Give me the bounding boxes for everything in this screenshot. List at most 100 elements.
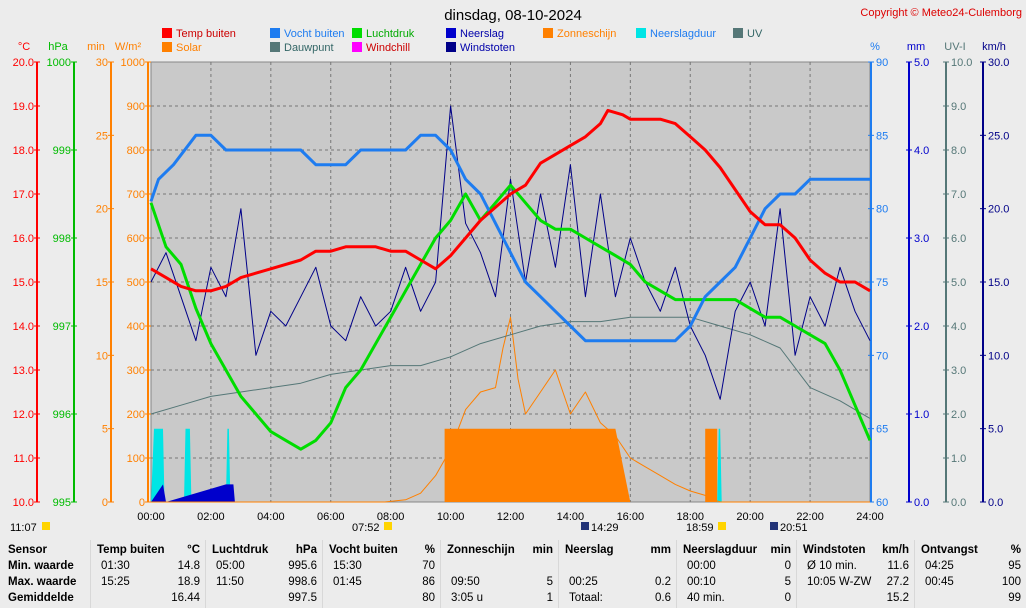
block-min-time: 15:30	[333, 560, 362, 572]
legend-swatch	[270, 28, 280, 38]
axis-tick-label: 2.0	[914, 321, 929, 333]
sun-icon	[42, 522, 50, 530]
time-axis: 00:00 02:00 04:00 06:00 08:00 10:00 12:00 14:00…	[137, 511, 884, 523]
axis-tick-label: 5.0	[951, 277, 966, 289]
weather-chart: dinsdag, 08-10-2024 Copyright © Meteo24-…	[10, 7, 1022, 534]
legend-swatch	[543, 28, 553, 38]
block-avg-value: 0	[784, 592, 791, 604]
block-title: Neerslag	[565, 544, 614, 556]
axis-tick-label: 60	[876, 497, 888, 509]
block-avg-time: Totaal:	[569, 592, 603, 604]
axis-tick-label: 100	[127, 453, 145, 465]
axis-tick-label: 0.0	[988, 497, 1003, 509]
block-avg-value: 99	[1008, 592, 1021, 604]
axis-tick-label: 7.0	[951, 189, 966, 201]
block-max-time: 15:25	[101, 576, 130, 588]
time-tick-label: 16:00	[617, 511, 645, 523]
time-tick-label: 06:00	[317, 511, 345, 523]
series-zonneschijn	[151, 428, 870, 502]
axis-tick-label: 997	[53, 321, 71, 333]
axis-unit: UV-I	[944, 41, 965, 53]
axis-tick-label: 30	[96, 57, 108, 69]
axis-tick-label: 10.0	[951, 57, 972, 69]
axis-tick-label: 90	[876, 57, 888, 69]
axis-tick-label: 70	[876, 350, 888, 362]
series-windstoten	[150, 105, 871, 400]
legend-swatch	[636, 28, 646, 38]
time-tick-label: 10:00	[437, 511, 465, 523]
legend-label: Windstoten	[460, 42, 515, 54]
block-max-value: 100	[1001, 576, 1021, 588]
block-min-value: 995.6	[288, 560, 317, 572]
axis-tick-label: 15	[96, 277, 108, 289]
legend-label: Solar	[176, 42, 202, 54]
axis-tick-label: 18.0	[13, 145, 34, 157]
block-unit: %	[1010, 544, 1021, 556]
left-axes: 20.0 19.0 18.0 17.0 16.0 15.0 14.0 13.0 12.0 11.0…	[13, 41, 151, 509]
axis-tick-label: 65	[876, 424, 888, 436]
axis-tick-label: 800	[127, 145, 145, 157]
legend-label: Neerslag	[460, 28, 504, 40]
axis-tick-label: 10	[96, 350, 108, 362]
axis-unit: W/m²	[115, 41, 142, 53]
time-tick-label: 18:00	[676, 511, 704, 523]
axis-tick-label: 900	[127, 101, 145, 113]
axis-tick-label: 15.0	[988, 277, 1009, 289]
stats-block: Temp buiten °C 01:30 14.8 15:25 18.9 16.44	[90, 540, 206, 608]
time-tick-label: 04:00	[257, 511, 285, 523]
axis-tick-label: 300	[127, 365, 145, 377]
axis-tick-label: 500	[127, 277, 145, 289]
block-title: Vocht buiten	[329, 544, 398, 556]
axis-tick-label: 0	[102, 497, 108, 509]
block-title: Windstoten	[803, 544, 866, 556]
axis-tick-label: 8.0	[951, 145, 966, 157]
block-max-time: 09:50	[451, 576, 480, 588]
axis-tick-label: 30.0	[988, 57, 1009, 69]
axis-tick-label: 17.0	[13, 189, 34, 201]
block-max-time: 00:25	[569, 576, 598, 588]
stats-block: Neerslagduur min 00:00 0 00:10 5 40 min. 0	[676, 540, 797, 608]
sun-icon	[384, 522, 392, 530]
axis-unit: °C	[18, 41, 30, 53]
axis-tick-label: 20.0	[13, 57, 34, 69]
axis-tick-label: 600	[127, 233, 145, 245]
axis-tick-label: 999	[53, 145, 71, 157]
axis-tick-label: 75	[876, 277, 888, 289]
time-tick-label: 12:00	[497, 511, 525, 523]
label-min: Min. waarde	[8, 560, 74, 572]
block-unit: °C	[187, 544, 200, 556]
moon-icon	[770, 522, 778, 530]
legend-swatch	[162, 42, 172, 52]
block-max-time: 10:05 W-ZW	[807, 576, 872, 588]
axis-tick-label: 5	[102, 424, 108, 436]
block-unit: %	[424, 544, 435, 556]
block-max-time: 00:10	[687, 576, 716, 588]
block-min-value: 70	[422, 560, 435, 572]
axis-tick-label: 4.0	[951, 321, 966, 333]
series-dauwpunt	[150, 316, 871, 419]
axis-tick-label: 0	[139, 497, 145, 509]
axis-tick-label: 15.0	[13, 277, 34, 289]
block-max-time: 01:45	[333, 576, 362, 588]
block-avg-value: 16.44	[171, 592, 200, 604]
legend-label: Zonneschijn	[557, 28, 616, 40]
block-title: Ontvangst	[921, 544, 978, 556]
axis-tick-label: 80	[876, 204, 888, 216]
block-max-value: 5	[546, 576, 553, 588]
axis-tick-label: 2.0	[951, 409, 966, 421]
axis-tick-label: 1.0	[914, 409, 929, 421]
axis-tick-label: 3.0	[914, 233, 929, 245]
block-max-time: 11:50	[216, 576, 244, 588]
stats-block: Neerslag mm 00:25 0.2 Totaal: 0.6	[558, 540, 677, 608]
time-tick-label: 22:00	[796, 511, 824, 523]
axis-tick-label: 0.0	[914, 497, 929, 509]
axis-tick-label: 200	[127, 409, 145, 421]
axis-tick-label: 9.0	[951, 101, 966, 113]
legend-label: UV	[747, 28, 763, 40]
event-time-label: 11:07	[10, 522, 37, 534]
block-title: Temp buiten	[97, 544, 165, 556]
axis-tick-label: 20.0	[988, 204, 1009, 216]
axis-unit: %	[870, 41, 880, 53]
block-min-time: 05:00	[216, 560, 245, 572]
axis-tick-label: 25.0	[988, 130, 1009, 142]
